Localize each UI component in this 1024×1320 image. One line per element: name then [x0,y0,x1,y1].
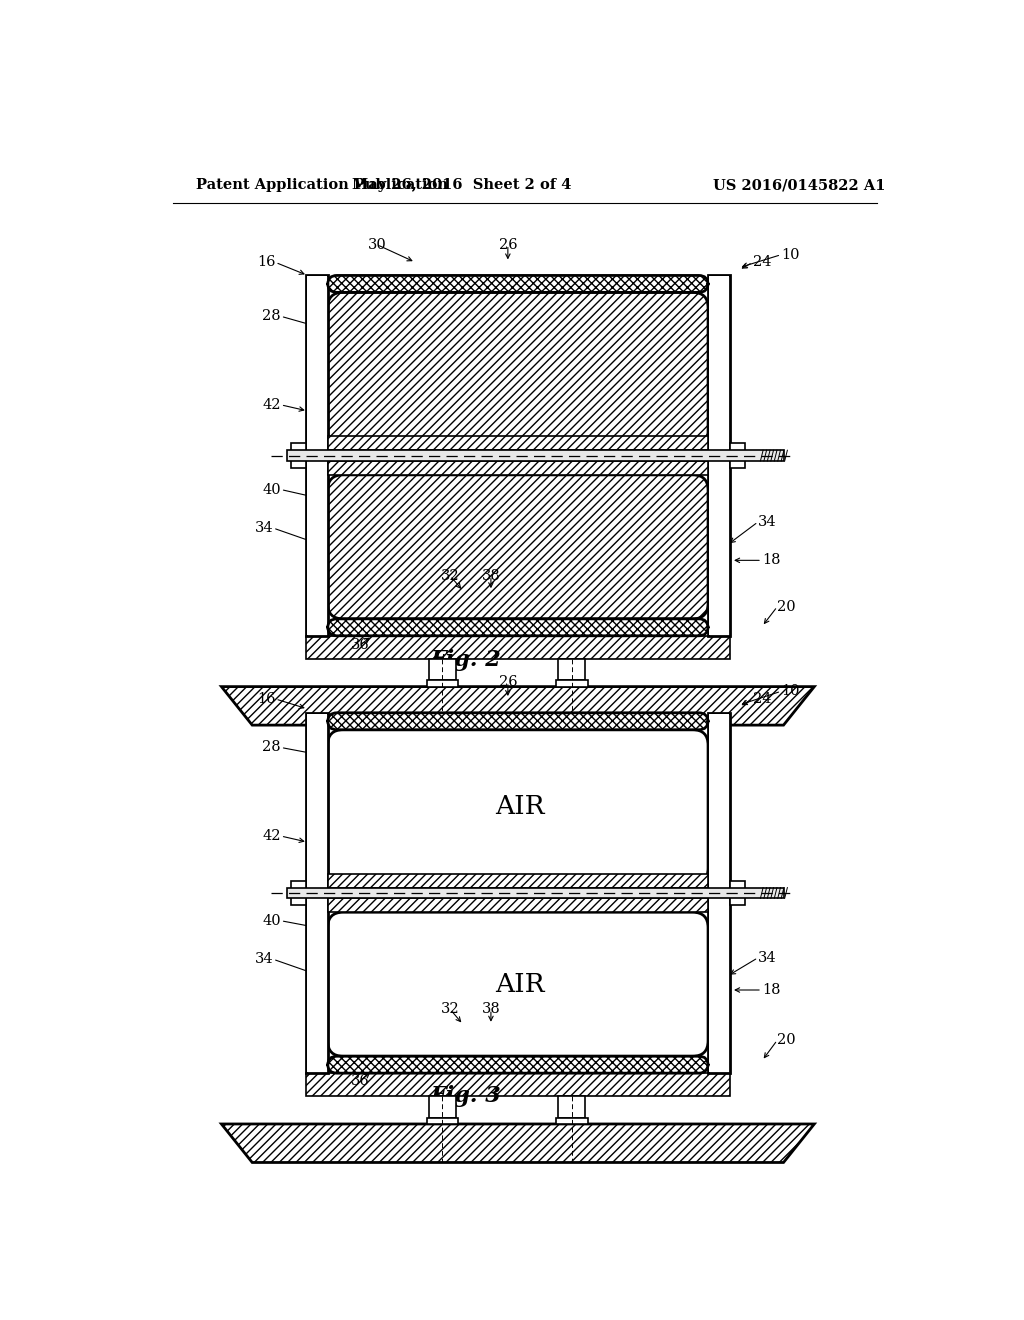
Bar [708,713,730,1073]
Bar [291,880,306,906]
Text: May 26, 2016  Sheet 2 of 4: May 26, 2016 Sheet 2 of 4 [352,178,571,193]
Text: 28: 28 [262,741,281,755]
Bar [307,714,327,1072]
Bar [558,659,586,681]
Bar [427,681,458,686]
Bar [708,276,730,636]
Text: 10: 10 [781,684,800,698]
FancyBboxPatch shape [328,475,708,619]
Text: 26: 26 [499,238,517,252]
Text: 26: 26 [499,675,517,689]
Bar [709,714,729,1072]
Polygon shape [221,686,814,725]
Text: Patent Application Publication: Patent Application Publication [196,178,449,193]
Bar [328,437,708,450]
Text: 28: 28 [262,309,281,323]
Text: 34: 34 [254,952,273,966]
Bar [328,461,708,475]
Polygon shape [221,1125,814,1163]
Bar [306,1073,730,1096]
Bar [307,276,327,635]
Bar [328,899,708,912]
Bar [556,1118,588,1125]
Text: AIR: AIR [495,972,544,997]
Text: 40: 40 [262,913,281,928]
FancyBboxPatch shape [328,730,708,884]
FancyBboxPatch shape [328,1056,708,1073]
Bar [730,880,745,906]
Text: 42: 42 [262,397,281,412]
FancyBboxPatch shape [328,619,708,636]
Text: 36: 36 [350,638,370,652]
Text: 16: 16 [257,255,275,269]
Bar [306,276,328,636]
Text: 42: 42 [262,829,281,843]
Text: 38: 38 [481,569,501,582]
Text: 32: 32 [440,569,460,582]
FancyBboxPatch shape [328,276,708,293]
Text: 18: 18 [762,983,780,997]
Bar [427,1118,458,1125]
Text: 40: 40 [262,483,281,496]
Bar [429,659,456,681]
Bar [287,887,783,899]
Text: 34: 34 [758,515,777,529]
Bar [558,1096,586,1118]
Text: Fig. 2: Fig. 2 [430,649,501,672]
Text: 20: 20 [777,1034,796,1047]
FancyBboxPatch shape [328,912,708,1056]
Bar [328,874,708,887]
Bar [730,444,745,469]
Text: 24: 24 [753,692,771,706]
Text: 32: 32 [440,1002,460,1016]
Text: 34: 34 [254,521,273,535]
Text: Fig. 3: Fig. 3 [430,1085,501,1107]
FancyBboxPatch shape [328,293,708,446]
Bar [709,276,729,635]
FancyBboxPatch shape [328,713,708,730]
Text: 20: 20 [777,599,796,614]
Text: 16: 16 [257,692,275,706]
Bar [291,444,306,469]
Text: 36: 36 [350,1074,370,1088]
Bar [287,450,783,461]
Bar [306,713,328,1073]
Text: 10: 10 [781,248,800,261]
Bar [429,1096,456,1118]
Text: 24: 24 [753,255,771,269]
Bar [306,636,730,659]
Text: 18: 18 [762,553,780,568]
Text: 38: 38 [481,1002,501,1016]
Text: US 2016/0145822 A1: US 2016/0145822 A1 [713,178,885,193]
Text: 34: 34 [758,950,777,965]
Text: 30: 30 [368,238,386,252]
Bar [556,681,588,686]
Text: AIR: AIR [495,795,544,820]
